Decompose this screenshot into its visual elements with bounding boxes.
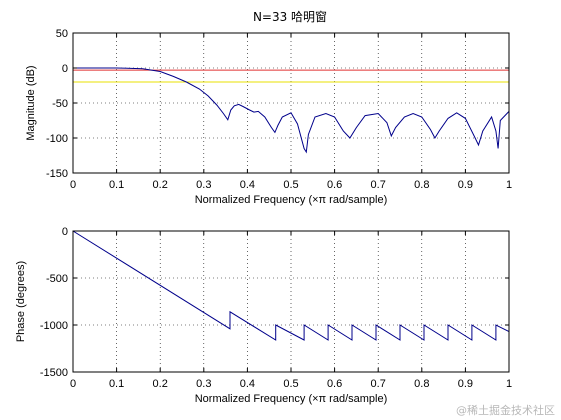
panel1-x-tick-label: 0.3 <box>196 179 211 191</box>
panel2-x-tick-label: 0.9 <box>458 378 473 390</box>
panel2-y-tick-label: -1500 <box>40 367 68 379</box>
panel2-x-tick-label: 0.4 <box>240 378 255 390</box>
panel2-x-axis-label: Normalized Frequency (×π rad/sample) <box>195 393 388 405</box>
panel2-x-tick-label: 0.3 <box>196 378 211 390</box>
panel2-y-axis-label: Phase (degrees) <box>15 261 27 342</box>
panel2-x-tick-label: 0.8 <box>414 378 429 390</box>
panel1-y-tick-label: 50 <box>56 28 68 40</box>
panel2-x-tick-label: 0.6 <box>327 378 342 390</box>
panel2-y-tick-label: -500 <box>46 273 68 285</box>
panel1-y-tick-label: -150 <box>46 168 68 180</box>
panel2-series-line <box>72 230 510 341</box>
watermark: @稀土掘金技术社区 <box>456 404 555 417</box>
panel1-y-axis-label: Magnitude (dB) <box>25 65 37 140</box>
panel1-x-tick-label: 0.8 <box>414 179 429 191</box>
panel1-x-tick-label: 0.9 <box>458 179 473 191</box>
panel1-x-tick-label: 1 <box>506 179 512 191</box>
panel1-y-tick-label: -50 <box>52 98 68 110</box>
panel1-y-tick-label: 0 <box>62 63 68 75</box>
panel2-x-tick-label: 0.2 <box>153 378 168 390</box>
panel2-x-tick-label: 0.7 <box>371 378 386 390</box>
panel2-x-tick-label: 0.1 <box>109 378 124 390</box>
panel2-y-tick-label: 0 <box>62 226 68 238</box>
panel1-x-tick-label: 0.5 <box>283 179 298 191</box>
panel1-x-axis-label: Normalized Frequency (×π rad/sample) <box>195 194 388 206</box>
panel1-x-tick-label: 0 <box>70 179 76 191</box>
panel1-series-line <box>73 67 510 154</box>
panel1-x-tick-label: 0.4 <box>240 179 255 191</box>
panel2-x-tick-label: 1 <box>506 378 512 390</box>
panel2-x-tick-label: 0.5 <box>283 378 298 390</box>
panel1-y-tick-label: -100 <box>46 133 68 145</box>
panel2-x-tick-label: 0 <box>70 378 76 390</box>
panel1-x-tick-label: 0.1 <box>109 179 124 191</box>
panel1-x-tick-label: 0.7 <box>371 179 386 191</box>
panel2-y-tick-label: -1000 <box>40 320 68 332</box>
panel1-x-tick-label: 0.2 <box>153 179 168 191</box>
panel1-x-tick-label: 0.6 <box>327 179 342 191</box>
panel2-plot-area <box>73 231 509 372</box>
figure-title: N=33 哈明窗 <box>253 10 327 24</box>
